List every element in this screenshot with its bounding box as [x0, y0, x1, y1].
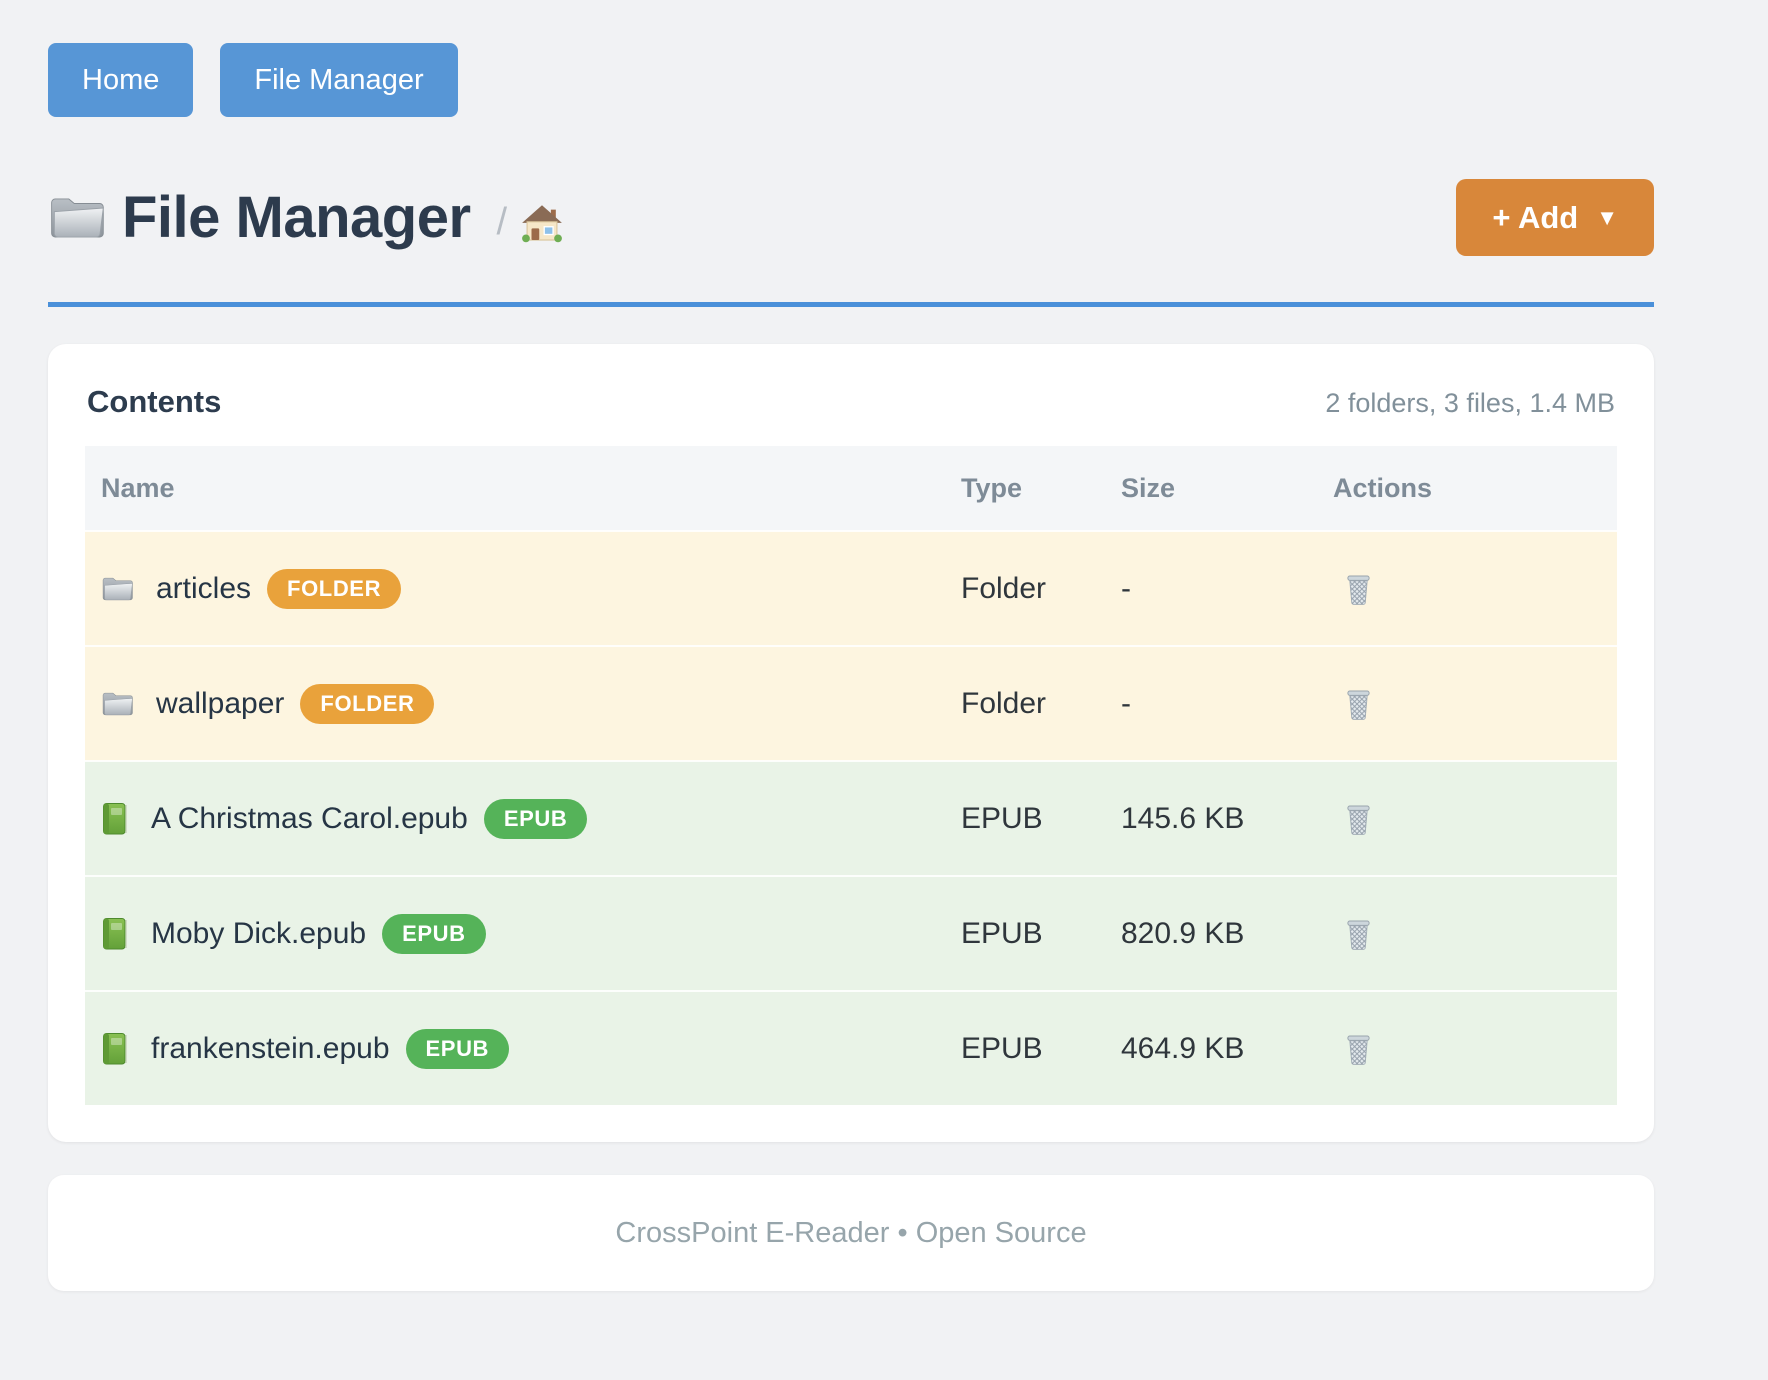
page: Home File Manager File Manager / + Add ▼… [48, 0, 1654, 1291]
table-body: articles FOLDER Folder - wallpaper FOLDE… [85, 531, 1617, 1105]
wastebasket-icon [1345, 917, 1372, 950]
folder-icon [101, 690, 134, 718]
folder-icon [101, 575, 134, 603]
row-type: EPUB [941, 876, 1101, 991]
contents-card: Contents 2 folders, 3 files, 1.4 MB Name… [48, 344, 1654, 1142]
column-header-name: Name [85, 446, 941, 531]
column-header-actions: Actions [1313, 446, 1617, 531]
card-header: Contents 2 folders, 3 files, 1.4 MB [87, 384, 1615, 420]
green-book-icon [101, 1032, 129, 1066]
add-button[interactable]: + Add ▼ [1456, 179, 1654, 256]
green-book-icon [101, 917, 129, 951]
file-name[interactable]: Moby Dick.epub [151, 916, 367, 950]
page-header: File Manager / + Add ▼ [48, 179, 1654, 256]
table-header-row: Name Type Size Actions [85, 446, 1617, 531]
card-title: Contents [87, 384, 222, 419]
row-type: EPUB [941, 761, 1101, 876]
row-type: Folder [941, 646, 1101, 761]
type-badge: FOLDER [300, 683, 435, 724]
file-name[interactable]: articles [156, 571, 252, 605]
column-header-type: Type [941, 446, 1101, 531]
nav-button-home[interactable]: Home [48, 43, 194, 117]
table-row[interactable]: wallpaper FOLDER Folder - [85, 646, 1617, 761]
wastebasket-icon [1345, 1032, 1372, 1065]
file-name[interactable]: wallpaper [156, 686, 285, 720]
wastebasket-icon [1345, 802, 1372, 835]
footer-text: CrossPoint E-Reader • Open Source [615, 1216, 1087, 1249]
add-button-label: + Add [1492, 199, 1579, 235]
header-divider [48, 302, 1654, 307]
type-badge: EPUB [483, 798, 588, 839]
row-size: - [1101, 646, 1313, 761]
footer: CrossPoint E-Reader • Open Source [48, 1175, 1654, 1291]
chevron-down-icon: ▼ [1596, 204, 1618, 230]
page-title: File Manager [122, 185, 471, 250]
wastebasket-icon [1345, 687, 1372, 720]
type-badge: EPUB [405, 1028, 510, 1069]
delete-button[interactable] [1345, 572, 1372, 605]
top-nav: Home File Manager [48, 0, 1654, 117]
row-size: 820.9 KB [1101, 876, 1313, 991]
file-name[interactable]: A Christmas Carol.epub [151, 801, 468, 835]
delete-button[interactable] [1345, 687, 1372, 720]
green-book-icon [101, 802, 129, 836]
house-icon[interactable] [521, 204, 563, 244]
table-row[interactable]: A Christmas Carol.epub EPUB EPUB 145.6 K… [85, 761, 1617, 876]
row-size: 145.6 KB [1101, 761, 1313, 876]
row-size: 464.9 KB [1101, 991, 1313, 1105]
table-row[interactable]: Moby Dick.epub EPUB EPUB 820.9 KB [85, 876, 1617, 991]
table-row[interactable]: articles FOLDER Folder - [85, 531, 1617, 646]
row-type: Folder [941, 531, 1101, 646]
type-badge: EPUB [382, 913, 486, 954]
delete-button[interactable] [1345, 1032, 1372, 1065]
column-header-size: Size [1101, 446, 1313, 531]
delete-button[interactable] [1345, 802, 1372, 835]
row-size: - [1101, 531, 1313, 646]
delete-button[interactable] [1345, 917, 1372, 950]
breadcrumb-separator: / [496, 201, 508, 243]
file-name[interactable]: frankenstein.epub [151, 1031, 390, 1065]
wastebasket-icon [1345, 572, 1372, 605]
folder-icon [48, 194, 106, 242]
type-badge: FOLDER [267, 568, 402, 609]
row-type: EPUB [941, 991, 1101, 1105]
file-table: Name Type Size Actions articles FOLDER F… [85, 446, 1617, 1105]
contents-summary: 2 folders, 3 files, 1.4 MB [1325, 388, 1615, 418]
table-row[interactable]: frankenstein.epub EPUB EPUB 464.9 KB [85, 991, 1617, 1105]
nav-button-file-manager[interactable]: File Manager [220, 43, 458, 117]
